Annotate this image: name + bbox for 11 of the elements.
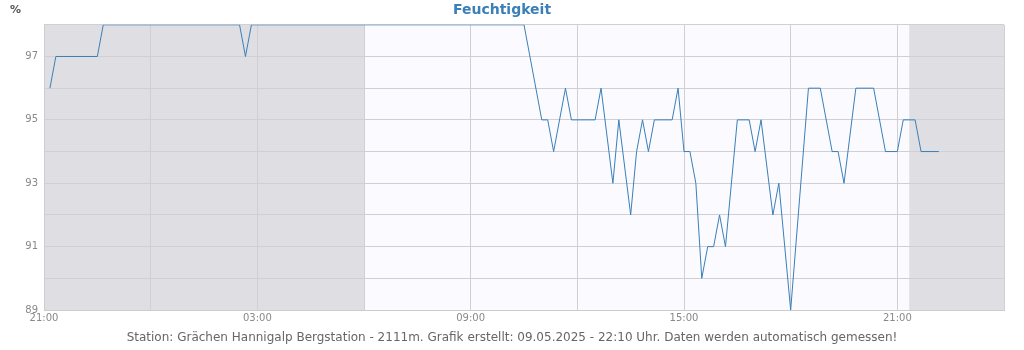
x-tick-label: 15:00 xyxy=(669,311,699,323)
y-tick-label: 97 xyxy=(25,50,38,62)
y-tick-label: 91 xyxy=(25,240,38,252)
y-axis-title: % xyxy=(10,2,22,16)
y-tick-label: 95 xyxy=(25,113,38,125)
x-tick-label: 03:00 xyxy=(242,311,272,323)
x-tick-label: 09:00 xyxy=(456,311,486,323)
y-tick-label: 93 xyxy=(25,176,38,188)
chart-title: Feuchtigkeit xyxy=(452,1,552,18)
text: Station: Grächen Hannigalp Bergstation - 2111m. Grafik erstellt: 09.05.2025 - 22:10 Uhr. Daten werden automatisch gemessen! xyxy=(126,330,898,345)
x-tick-label: 21:00 xyxy=(882,311,912,323)
